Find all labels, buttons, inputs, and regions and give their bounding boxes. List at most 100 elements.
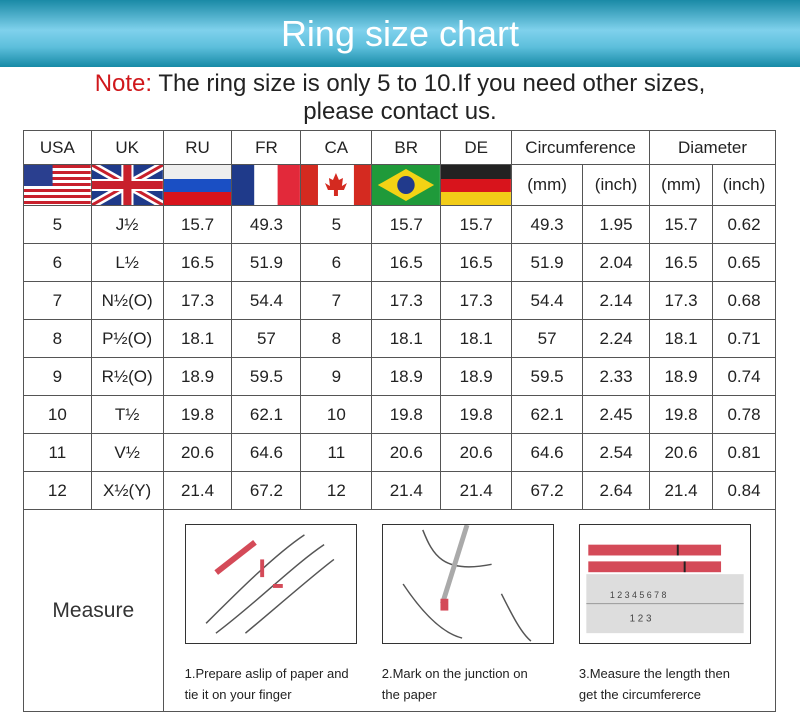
step-3-caption-2: get the circumfererce <box>578 687 701 702</box>
cell-br: 15.7 <box>371 205 442 244</box>
table-row: 9 R½(O) 18.9 59.5 9 18.9 18.9 59.5 2.33 18.9 0.74 <box>23 357 777 396</box>
cell-circ-inch: 2.14 <box>582 281 651 320</box>
title-banner: Ring size chart <box>0 0 800 67</box>
cell-circ-mm: 62.1 <box>511 395 584 434</box>
cell-de: 15.7 <box>440 205 513 244</box>
cell-de: 18.9 <box>440 357 513 396</box>
cell-ru: 18.1 <box>162 319 233 358</box>
cell-ca: 11 <box>300 433 373 472</box>
cell-diam-mm: 18.1 <box>649 319 713 358</box>
cell-diam-inch: 0.84 <box>711 471 777 510</box>
cell-circ-mm: 49.3 <box>511 205 584 244</box>
russia-flag-icon <box>162 164 233 206</box>
cell-ca: 10 <box>300 395 373 434</box>
canada-flag-icon <box>300 164 373 206</box>
cell-fr: 54.4 <box>231 281 302 320</box>
ring-size-table: USA UK RU FR CA BR DE Circumference Diam… <box>23 130 777 712</box>
germany-flag-icon <box>440 164 513 206</box>
cell-circ-inch: 2.64 <box>582 471 651 510</box>
header-fr: FR <box>231 130 302 165</box>
cell-circ-inch: 2.33 <box>582 357 651 396</box>
unit-circ-inch: (inch) <box>582 164 651 206</box>
table-row: 8 P½(O) 18.1 57 8 18.1 18.1 57 2.24 18.1 0.71 <box>23 319 777 358</box>
cell-uk: P½(O) <box>90 319 164 358</box>
header-row: USA UK RU FR CA BR DE Circumference Diam… <box>23 130 776 165</box>
step-3-caption-1: 3.Measure the length then <box>578 666 730 681</box>
cell-br: 19.8 <box>371 395 442 434</box>
cell-ca: 7 <box>300 281 373 320</box>
cell-de: 21.4 <box>440 471 513 510</box>
cell-ru: 15.7 <box>162 205 233 244</box>
cell-ru: 18.9 <box>162 357 233 396</box>
brazil-flag-icon <box>371 164 442 206</box>
cell-de: 17.3 <box>440 281 513 320</box>
svg-text:1 2 3 4 5 6 7 8: 1 2 3 4 5 6 7 8 <box>610 590 667 600</box>
cell-diam-mm: 21.4 <box>649 471 713 510</box>
cell-usa: 7 <box>23 281 92 320</box>
cell-fr: 59.5 <box>231 357 302 396</box>
cell-ca: 8 <box>300 319 373 358</box>
cell-circ-inch: 2.45 <box>582 395 651 434</box>
step-1-caption-2: tie it on your finger <box>184 687 292 702</box>
note-text-2: please contact us. <box>303 98 497 125</box>
cell-usa: 6 <box>23 243 92 282</box>
uk-flag-icon <box>90 164 164 206</box>
header-usa: USA <box>23 130 92 165</box>
cell-fr: 49.3 <box>231 205 302 244</box>
cell-ca: 9 <box>300 357 373 396</box>
step-3: 1 2 3 4 5 6 7 8 1 2 3 3.Measure the lengt… <box>578 524 754 705</box>
cell-br: 18.9 <box>371 357 442 396</box>
cell-ca: 6 <box>300 243 373 282</box>
cell-de: 18.1 <box>440 319 513 358</box>
cell-fr: 51.9 <box>231 243 302 282</box>
cell-uk: X½(Y) <box>90 471 164 510</box>
cell-uk: J½ <box>90 205 164 244</box>
cell-circ-inch: 1.95 <box>582 205 651 244</box>
unit-diam-inch: (inch) <box>711 164 777 206</box>
cell-de: 19.8 <box>440 395 513 434</box>
cell-uk: T½ <box>90 395 164 434</box>
measure-row: Measure 1.Prepare aslip of paper and tie… <box>23 509 777 712</box>
step-1: 1.Prepare aslip of paper and tie it on y… <box>184 524 360 705</box>
finger-wrap-illustration <box>184 524 357 644</box>
header-uk: UK <box>90 130 164 165</box>
cell-circ-inch: 2.54 <box>582 433 651 472</box>
cell-ru: 16.5 <box>162 243 233 282</box>
svg-text:1 2 3: 1 2 3 <box>629 613 651 624</box>
cell-diam-inch: 0.74 <box>711 357 777 396</box>
cell-diam-mm: 20.6 <box>649 433 713 472</box>
cell-uk: N½(O) <box>90 281 164 320</box>
header-circumference: Circumference <box>511 130 651 165</box>
table-row: 7 N½(O) 17.3 54.4 7 17.3 17.3 54.4 2.14 17.3 0.68 <box>23 281 777 320</box>
cell-diam-inch: 0.71 <box>711 319 777 358</box>
header-de: DE <box>440 130 513 165</box>
unit-circ-mm: (mm) <box>511 164 584 206</box>
cell-br: 16.5 <box>371 243 442 282</box>
cell-circ-mm: 59.5 <box>511 357 584 396</box>
cell-circ-mm: 54.4 <box>511 281 584 320</box>
measure-label: Measure <box>23 509 164 712</box>
page-title: Ring size chart <box>280 12 520 54</box>
cell-ca: 5 <box>300 205 373 244</box>
measure-steps: 1.Prepare aslip of paper and tie it on y… <box>162 509 777 712</box>
cell-ru: 17.3 <box>162 281 233 320</box>
cell-circ-inch: 2.04 <box>582 243 651 282</box>
cell-diam-mm: 16.5 <box>649 243 713 282</box>
step-2: 2.Mark on the junction on the paper <box>381 524 557 705</box>
table-row: 12 X½(Y) 21.4 67.2 12 21.4 21.4 67.2 2.64 21.4 0.8… <box>23 471 777 510</box>
cell-uk: R½(O) <box>90 357 164 396</box>
cell-ca: 12 <box>300 471 373 510</box>
ruler-illustration: 1 2 3 4 5 6 7 8 1 2 3 <box>578 524 751 644</box>
cell-diam-inch: 0.78 <box>711 395 777 434</box>
note-text: The ring size is only 5 to 10.If you nee… <box>152 70 706 97</box>
france-flag-icon <box>231 164 302 206</box>
cell-br: 20.6 <box>371 433 442 472</box>
cell-diam-inch: 0.68 <box>711 281 777 320</box>
cell-ru: 21.4 <box>162 471 233 510</box>
cell-diam-inch: 0.62 <box>711 205 777 244</box>
cell-circ-mm: 64.6 <box>511 433 584 472</box>
cell-fr: 64.6 <box>231 433 302 472</box>
cell-diam-mm: 15.7 <box>649 205 713 244</box>
cell-usa: 5 <box>23 205 92 244</box>
cell-uk: V½ <box>90 433 164 472</box>
